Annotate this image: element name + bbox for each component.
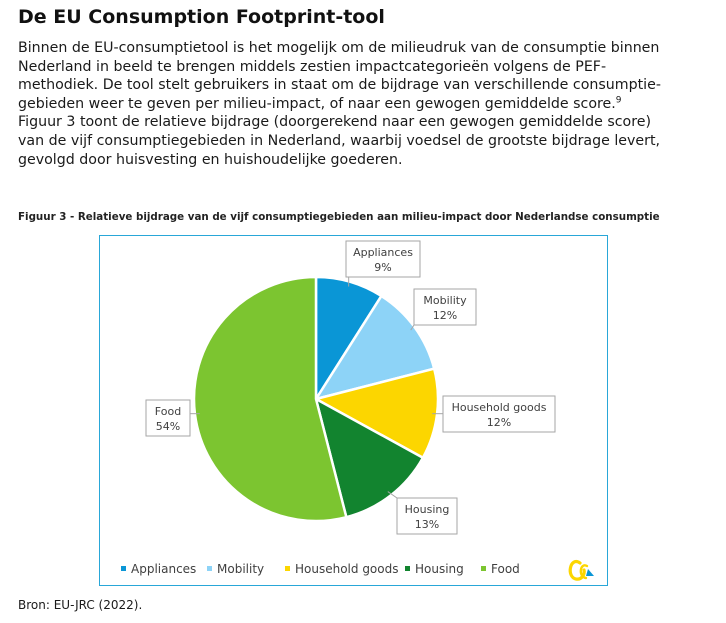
legend-swatch bbox=[285, 566, 290, 571]
data-label-category: Appliances bbox=[353, 246, 413, 259]
pie-chart: Appliances 9% Mobility 12% Household goods 12… bbox=[121, 240, 594, 581]
paragraph-line: methodiek. De tool stelt gebruikers in s… bbox=[18, 77, 661, 94]
data-label-box bbox=[413, 288, 477, 326]
legend-swatch bbox=[405, 566, 410, 571]
data-label-category: Mobility bbox=[423, 294, 467, 307]
legend-label: Food bbox=[491, 562, 520, 576]
footnote-marker[interactable]: 9 bbox=[615, 95, 622, 106]
data-label-box bbox=[442, 395, 556, 433]
paragraph-line: Nederland in beeld te brengen middels ze… bbox=[18, 58, 607, 75]
data-label-value: 13% bbox=[415, 518, 439, 531]
legend-label: Appliances bbox=[131, 562, 196, 576]
legend-item-mobility[interactable]: Mobility bbox=[207, 562, 264, 576]
body-paragraph: Binnen de EU-consumptietool is het mogel… bbox=[18, 39, 722, 169]
paragraph-line: Binnen de EU-consumptietool is het mogel… bbox=[18, 40, 660, 56]
data-label-value: 12% bbox=[433, 309, 457, 322]
data-label-food: Food 54% bbox=[145, 399, 191, 437]
legend-swatch bbox=[207, 566, 212, 571]
legend-item-household-goods[interactable]: Household goods bbox=[285, 562, 399, 576]
callout-leader-housing bbox=[387, 491, 398, 499]
data-label-box bbox=[396, 497, 458, 535]
pie-slice-mobility[interactable] bbox=[313, 294, 436, 401]
chart-legend: Appliances Mobility Household goods Housing… bbox=[121, 562, 520, 576]
legend-swatch bbox=[121, 566, 126, 571]
legend-label: Mobility bbox=[217, 562, 264, 576]
legend-item-food[interactable]: Food bbox=[481, 562, 520, 576]
legend-item-housing[interactable]: Housing bbox=[405, 562, 464, 576]
data-label-value: 9% bbox=[374, 261, 391, 274]
data-label-household-goods: Household goods 12% bbox=[442, 395, 556, 433]
pie-slice-housing[interactable] bbox=[314, 396, 425, 519]
paragraph-line: gebieden weer te geven per milieu-impact… bbox=[18, 95, 722, 114]
legend-label: Household goods bbox=[295, 562, 399, 576]
data-label-value: 12% bbox=[487, 416, 511, 429]
data-label-category: Food bbox=[155, 405, 181, 418]
data-label-category: Household goods bbox=[452, 401, 547, 414]
source-note: Bron: EU-JRC (2022). bbox=[18, 598, 143, 612]
data-label-housing: Housing 13% bbox=[396, 497, 458, 535]
data-label-value: 54% bbox=[156, 420, 180, 433]
data-label-mobility: Mobility 12% bbox=[413, 288, 477, 326]
data-label-box bbox=[345, 240, 421, 278]
pie-chart-figure: Appliances 9% Mobility 12% Household goods 12… bbox=[99, 235, 608, 586]
pie-slice-food[interactable] bbox=[192, 275, 348, 523]
legend-label: Housing bbox=[415, 562, 464, 576]
data-label-appliances: Appliances 9% bbox=[345, 240, 421, 278]
pie-slice-household-goods[interactable] bbox=[312, 367, 440, 460]
callout-leader-mobility bbox=[410, 324, 415, 331]
paragraph-line: gevolgd door huisvesting en huishoudelij… bbox=[18, 151, 403, 168]
paragraph-line: van de vijf consumptiegebieden in Nederl… bbox=[18, 132, 661, 149]
page-title: De EU Consumption Footprint-tool bbox=[18, 6, 385, 28]
paragraph-line: Figuur 3 toont de relatieve bijdrage (do… bbox=[18, 114, 652, 131]
figure-caption: Figuur 3 - Relatieve bijdrage van de vij… bbox=[18, 211, 660, 223]
legend-item-appliances[interactable]: Appliances bbox=[121, 562, 196, 576]
data-label-category: Housing bbox=[405, 503, 450, 516]
legend-swatch bbox=[481, 566, 486, 571]
data-label-box bbox=[145, 399, 191, 437]
jrc-logo-icon bbox=[568, 560, 594, 581]
paragraph-line-text: gebieden weer te geven per milieu-impact… bbox=[18, 95, 616, 112]
